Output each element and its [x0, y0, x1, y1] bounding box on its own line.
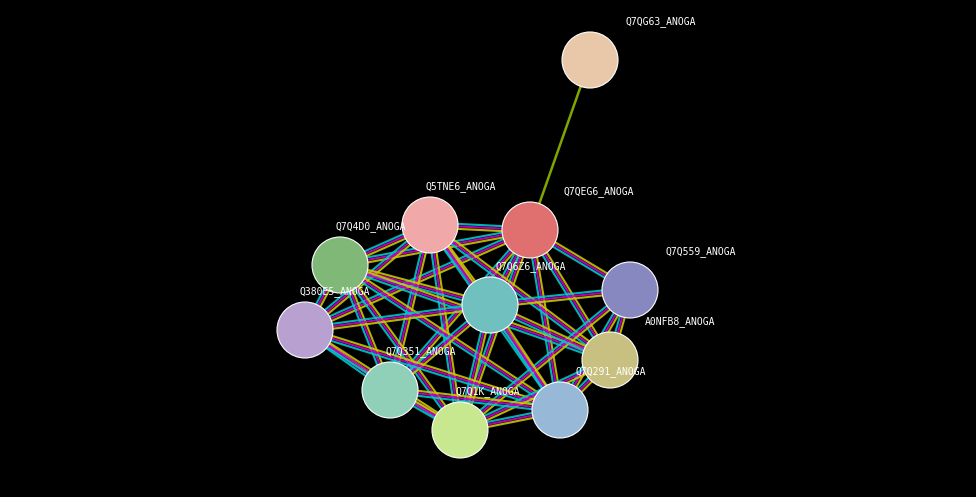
Circle shape: [602, 262, 658, 318]
Circle shape: [582, 332, 638, 388]
Text: Q380E5_ANOGA: Q380E5_ANOGA: [300, 286, 371, 297]
Circle shape: [277, 302, 333, 358]
Circle shape: [502, 202, 558, 258]
Text: A0NFB8_ANOGA: A0NFB8_ANOGA: [645, 316, 715, 327]
Text: Q7Q1K_ANOGA: Q7Q1K_ANOGA: [455, 386, 519, 397]
Text: Q7Q6Z6_ANOGA: Q7Q6Z6_ANOGA: [495, 261, 565, 272]
Circle shape: [402, 197, 458, 253]
Text: Q7Q291_ANOGA: Q7Q291_ANOGA: [575, 366, 645, 377]
Circle shape: [432, 402, 488, 458]
Circle shape: [362, 362, 418, 418]
Text: Q5TNE6_ANOGA: Q5TNE6_ANOGA: [425, 181, 496, 192]
Text: Q7Q351_ANOGA: Q7Q351_ANOGA: [385, 346, 456, 357]
Text: Q7QG63_ANOGA: Q7QG63_ANOGA: [625, 16, 696, 27]
Text: Q7QEG6_ANOGA: Q7QEG6_ANOGA: [563, 186, 633, 197]
Text: Q7Q4D0_ANOGA: Q7Q4D0_ANOGA: [335, 221, 405, 232]
Circle shape: [562, 32, 618, 88]
Circle shape: [462, 277, 518, 333]
Circle shape: [312, 237, 368, 293]
Text: Q7Q559_ANOGA: Q7Q559_ANOGA: [665, 246, 736, 257]
Circle shape: [532, 382, 588, 438]
